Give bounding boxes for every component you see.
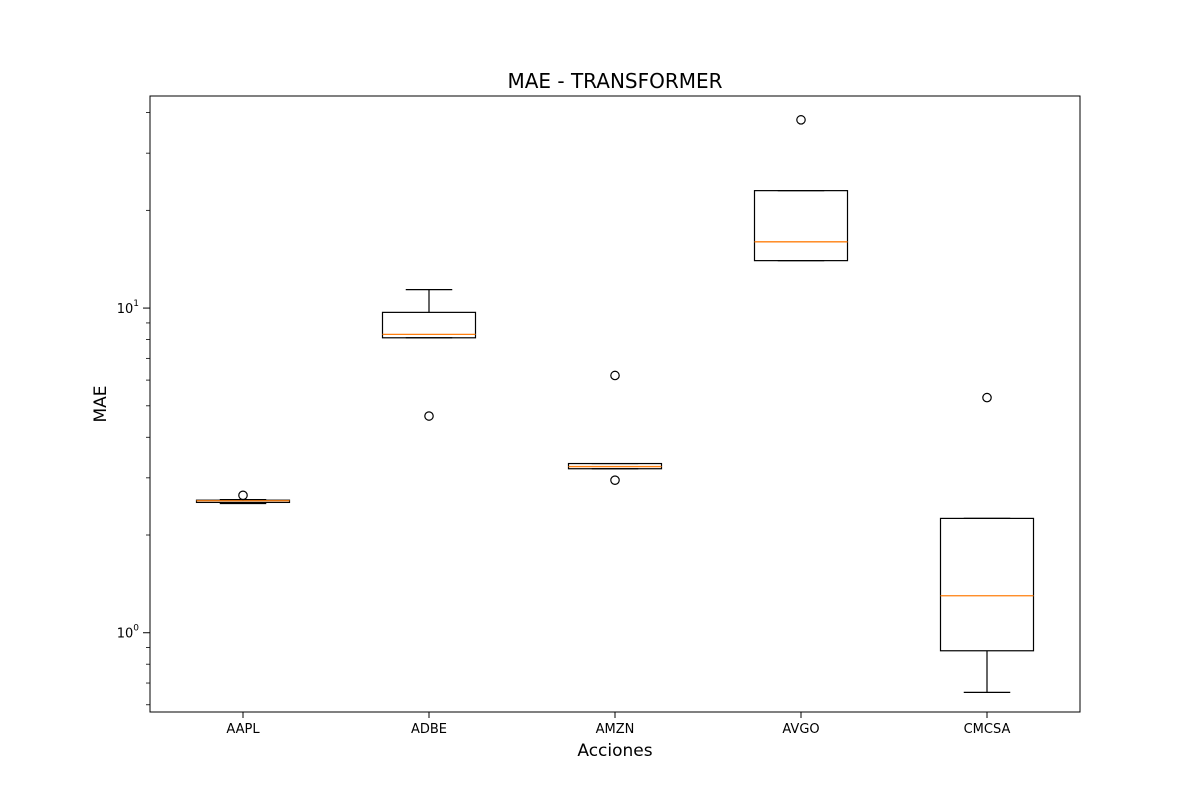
x-axis-label: Acciones bbox=[577, 741, 652, 761]
box bbox=[939, 517, 1035, 652]
x-tick-label: CMCSA bbox=[964, 722, 1011, 737]
axes-frame bbox=[149, 95, 1081, 713]
y-axis-label: MAE bbox=[91, 385, 111, 422]
outlier-point bbox=[982, 392, 992, 403]
y-tick-base: 10 bbox=[117, 627, 134, 642]
y-tick-base: 10 bbox=[117, 302, 134, 317]
x-tick-label: ADBE bbox=[411, 722, 447, 737]
x-tick-label: AAPL bbox=[226, 722, 260, 737]
chart-title: MAE - TRANSFORMER bbox=[507, 69, 722, 93]
outlier-point bbox=[238, 490, 248, 501]
outlier-point bbox=[796, 115, 806, 125]
outlier-point bbox=[610, 475, 620, 486]
outlier-point bbox=[610, 370, 620, 381]
box bbox=[381, 311, 477, 339]
y-tick-exponent: 0 bbox=[133, 624, 139, 634]
y-tick-label: 100 bbox=[117, 624, 140, 642]
y-tick-label: 101 bbox=[117, 299, 139, 317]
box bbox=[753, 190, 849, 262]
y-tick-exponent: 1 bbox=[133, 299, 139, 309]
x-tick-label: AMZN bbox=[596, 722, 635, 737]
outlier-point bbox=[424, 411, 434, 421]
x-tick-label: AVGO bbox=[782, 722, 819, 737]
